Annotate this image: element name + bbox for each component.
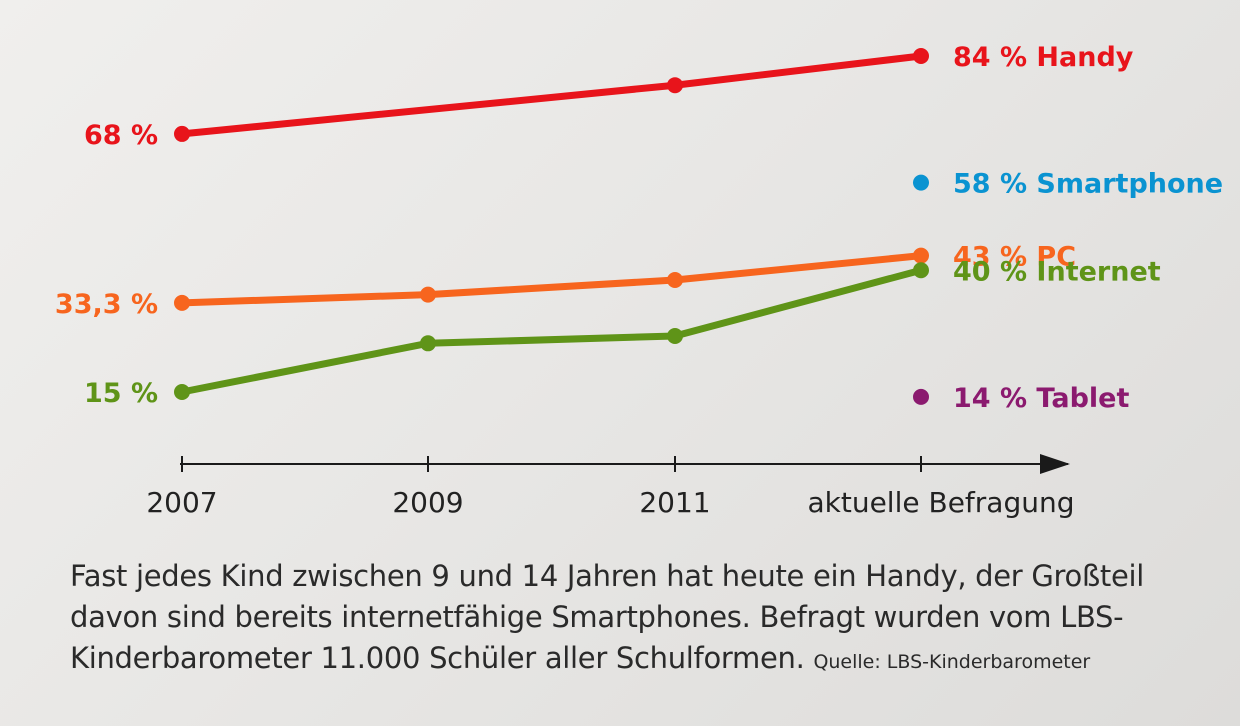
end-label-pc: 43 % PC: [953, 242, 1076, 273]
point-tablet-aktuelle-befragung: [913, 388, 929, 405]
end-label-handy: 84 % Handy: [953, 42, 1134, 73]
point-pc-2009: [420, 286, 436, 303]
point-internet-2009: [420, 335, 436, 352]
point-internet-2011: [667, 328, 683, 344]
start-label-internet: 15 %: [84, 378, 158, 409]
x-tick-label-aktuelle-befragung: aktuelle Befragung: [807, 486, 1074, 519]
point-smartphone-aktuelle-befragung: [913, 174, 929, 191]
start-label-pc: 33,3 %: [55, 289, 158, 320]
end-label-smartphone: 58 % Smartphone: [953, 169, 1223, 200]
x-tick-label-2007: 2007: [146, 486, 217, 519]
series-line-handy: [178, 52, 925, 138]
series-layer: [174, 48, 929, 405]
point-handy-2011: [667, 77, 683, 94]
point-internet-aktuelle-befragung: [913, 262, 929, 279]
point-pc-aktuelle-befragung: [913, 247, 929, 264]
caption-text: Fast jedes Kind zwischen 9 und 14 Jahren…: [70, 559, 1145, 675]
point-pc-2011: [667, 272, 683, 288]
series-line-internet: [178, 266, 925, 396]
series-line-pc: [178, 252, 925, 307]
caption: Fast jedes Kind zwischen 9 und 14 Jahren…: [70, 556, 1190, 683]
x-tick-label-2011: 2011: [639, 486, 710, 519]
point-pc-2007: [174, 294, 190, 311]
point-handy-2007: [174, 125, 190, 142]
caption-source: Quelle: LBS-Kinderbarometer: [813, 651, 1091, 673]
point-handy-aktuelle-befragung: [913, 48, 929, 64]
line-chart: 2007 2009 2011 aktuelle Befragung 68 % 84 % …: [55, 42, 1223, 519]
x-tick-label-2009: 2009: [392, 486, 463, 519]
label-layer: 68 % 84 % Handy 33,3 % 43 % PC 15 % 40 % Inte…: [55, 42, 1223, 414]
start-label-handy: 68 %: [84, 120, 158, 151]
point-internet-2007: [174, 384, 190, 400]
end-label-internet: 40 % Internet: [953, 256, 1161, 287]
end-label-tablet: 14 % Tablet: [953, 383, 1129, 414]
x-axis: 2007 2009 2011 aktuelle Befragung: [146, 454, 1075, 519]
